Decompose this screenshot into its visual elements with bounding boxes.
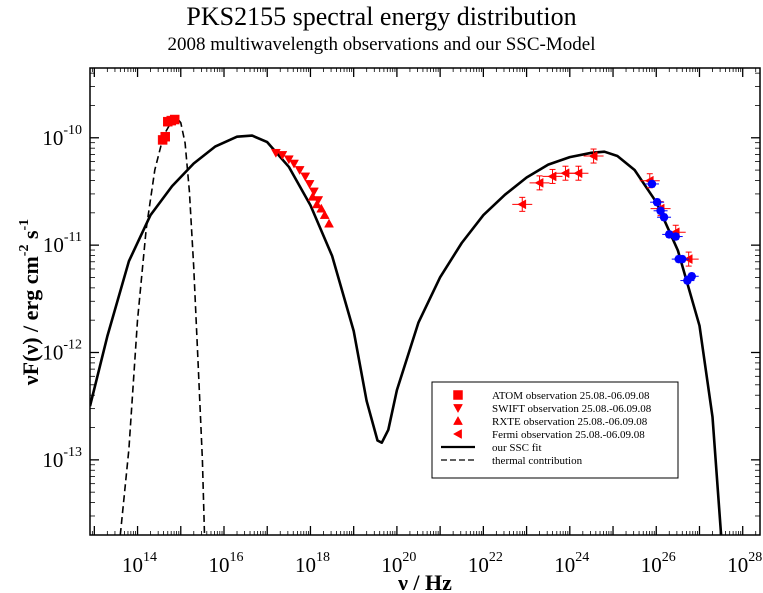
- legend-marker-triangle-up: [453, 415, 463, 425]
- axis-ticks: [89, 68, 760, 536]
- y-tick-exponent: -12: [63, 337, 82, 352]
- y-tick-exponent: -10: [63, 123, 82, 138]
- x-tick-base: 10: [641, 553, 662, 577]
- ssc-fit-curve: [90, 134, 723, 535]
- data-point-triangle-up: [307, 191, 318, 201]
- y-tick-exponent: -11: [64, 230, 82, 245]
- data-point-triangle-left: [517, 199, 527, 210]
- y-tick-exponent: -13: [63, 445, 82, 460]
- legend-marker-triangle-down: [453, 404, 463, 414]
- data-point-triangle-up: [324, 218, 334, 228]
- x-tick-label: 1018: [295, 550, 330, 577]
- data-point-triangle-down: [289, 159, 299, 169]
- data-point-circle: [671, 232, 680, 241]
- legend-marker-triangle-left: [452, 429, 462, 439]
- thermal-curve: [119, 116, 206, 535]
- chart-subtitle: 2008 multiwavelength observations and ou…: [167, 34, 596, 55]
- legend-label: thermal contribution: [492, 455, 583, 467]
- x-tick-label: 1024: [554, 550, 589, 577]
- legend-label: our SSC fit: [492, 442, 542, 454]
- x-tick-label: 1022: [468, 550, 503, 577]
- x-tick-exponent: 16: [230, 550, 244, 565]
- data-point-circle: [652, 197, 662, 207]
- x-tick-label: 1026: [641, 550, 676, 577]
- y-tick-base: 10: [42, 126, 63, 150]
- y-tick-label: 10-12: [42, 337, 82, 364]
- legend-label: Fermi observation 25.08.-06.09.08: [492, 429, 645, 441]
- y-tick-base: 10: [42, 340, 63, 364]
- data-point-triangle-left: [573, 168, 583, 179]
- x-tick-exponent: 18: [316, 550, 330, 565]
- legend-label: SWIFT observation 25.08.-06.09.08: [492, 403, 652, 415]
- x-tick-base: 10: [554, 553, 575, 577]
- chart-title: PKS2155 spectral energy distribution: [186, 2, 577, 31]
- x-tick-base: 10: [209, 553, 230, 577]
- x-tick-label: 1028: [727, 550, 762, 577]
- x-tick-label: 1020: [381, 550, 416, 577]
- data-point-triangle-up: [316, 203, 327, 213]
- x-tick-base: 10: [468, 553, 489, 577]
- x-tick-base: 10: [295, 553, 316, 577]
- data-point-square: [169, 114, 180, 125]
- x-tick-labels: 1014 1016 1018 1020 1022 1024 1026 1028: [122, 550, 762, 577]
- data-points: [157, 114, 699, 285]
- y-tick-label: 10-13: [42, 445, 82, 472]
- y-tick-label: 10-10: [42, 123, 82, 150]
- data-point-triangle-left: [547, 171, 557, 182]
- y-axis-label: νF(ν) / erg cm-2 s-1: [17, 219, 43, 386]
- data-point-triangle-up: [319, 210, 330, 219]
- data-point-triangle-down: [308, 187, 319, 197]
- data-point-triangle-left: [534, 177, 544, 188]
- data-point-triangle-left: [588, 151, 598, 161]
- data-point-triangle-down: [294, 166, 305, 176]
- x-tick-label: 1014: [122, 550, 157, 577]
- x-tick-exponent: 28: [748, 550, 762, 565]
- data-point-circle: [677, 254, 687, 264]
- data-point-triangle-up: [312, 199, 322, 209]
- data-point-circle: [647, 179, 657, 189]
- x-tick-base: 10: [381, 553, 402, 577]
- legend-box: [431, 381, 679, 479]
- x-tick-base: 10: [727, 553, 748, 577]
- legend-label: ATOM observation 25.08.-06.09.08: [492, 390, 650, 402]
- x-tick-exponent: 24: [575, 550, 589, 565]
- x-tick-exponent: 22: [489, 550, 503, 565]
- data-point-circle: [687, 272, 696, 281]
- x-tick-base: 10: [122, 553, 143, 577]
- y-tick-label: 10-11: [43, 230, 82, 257]
- data-point-square: [160, 131, 170, 142]
- data-point-circle: [659, 212, 669, 222]
- y-tick-base: 10: [43, 233, 64, 257]
- x-axis-label: ν / Hz: [397, 570, 452, 593]
- x-tick-exponent: 14: [143, 550, 157, 565]
- data-point-triangle-down: [300, 172, 311, 182]
- y-tick-base: 10: [42, 448, 63, 472]
- x-tick-exponent: 26: [662, 550, 676, 565]
- data-point-triangle-down: [304, 180, 315, 189]
- legend-marker-square: [453, 390, 463, 400]
- x-tick-label: 1016: [209, 550, 244, 577]
- x-tick-exponent: 20: [402, 550, 416, 565]
- legend-label: RXTE observation 25.08.-06.09.08: [492, 416, 648, 428]
